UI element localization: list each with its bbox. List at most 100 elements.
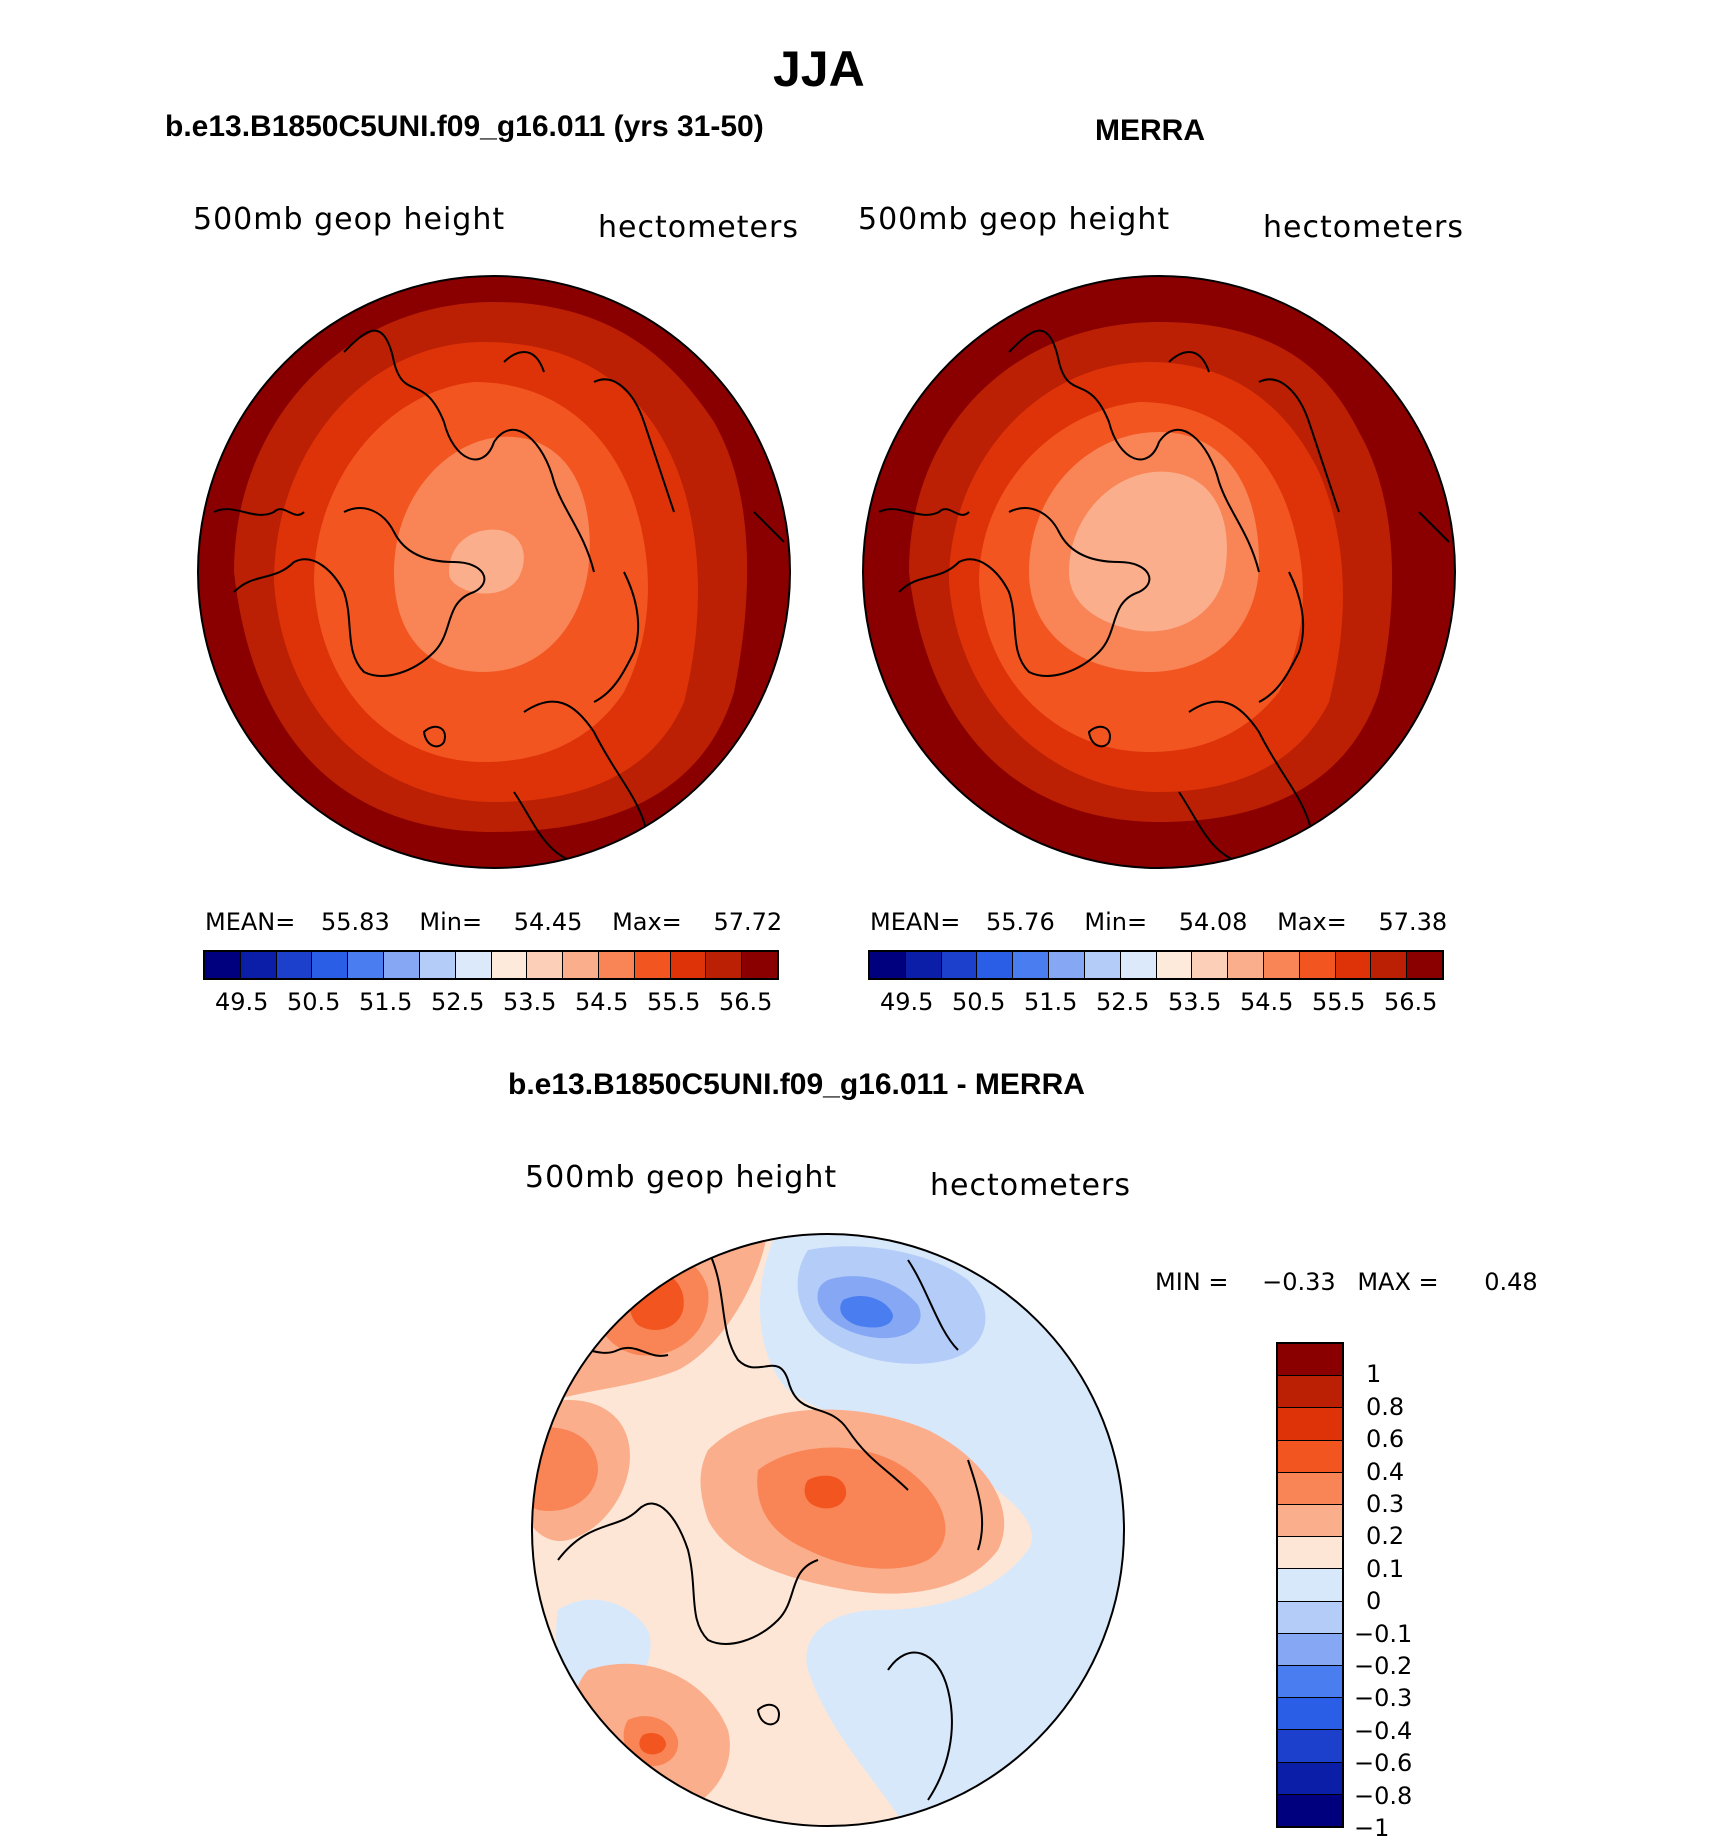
- colorbar-tick-label: 55.5: [647, 988, 701, 1016]
- colorbar-tick-label: 50.5: [952, 988, 1006, 1016]
- colorbar-swatch: [742, 952, 777, 978]
- colorbar-swatch: [240, 952, 277, 978]
- colorbar-tick-label: 0.4: [1366, 1457, 1405, 1486]
- colorbar-tick-label: 52.5: [431, 988, 485, 1016]
- colorbar-swatch: [870, 952, 906, 978]
- model-mean-value: 55.83: [321, 908, 390, 936]
- colorbar-tick-label: 49.5: [215, 988, 269, 1016]
- map-boundary: [197, 275, 791, 869]
- colorbar-swatch: [1120, 952, 1157, 978]
- colorbar-tick-label: 55.5: [1312, 988, 1366, 1016]
- colorbar-swatch: [1084, 952, 1121, 978]
- merra-stats-line: MEAN= 55.76 Min= 54.08 Max= 57.38: [870, 908, 1447, 936]
- merra-polar-map: [862, 275, 1456, 869]
- merra-units-label: hectometers: [1263, 210, 1464, 245]
- colorbar-swatch: [1278, 1601, 1342, 1634]
- colorbar-swatch: [1278, 1666, 1342, 1699]
- diff-min-label: MIN =: [1155, 1268, 1229, 1296]
- colorbar-tick-label: 1: [1366, 1360, 1382, 1389]
- page-title: JJA: [773, 41, 865, 97]
- coastline-outline: [213, 329, 785, 866]
- merra-min-value: 54.08: [1178, 908, 1248, 936]
- colorbar-swatch: [1278, 1569, 1342, 1602]
- diff-max-value: 0.48: [1484, 1268, 1538, 1296]
- colorbar-tick-label: 54.5: [1240, 988, 1294, 1016]
- colorbar-swatch: [1278, 1376, 1342, 1409]
- model-colorbar: [203, 950, 779, 980]
- diff-colorbar: [1276, 1342, 1344, 1828]
- colorbar-swatch: [1192, 952, 1229, 978]
- colorbar-swatch: [312, 952, 349, 978]
- colorbar-tick-label: 51.5: [1024, 988, 1078, 1016]
- colorbar-swatch: [977, 952, 1014, 978]
- colorbar-swatch: [419, 952, 456, 978]
- model-stats-line: MEAN= 55.83 Min= 54.45 Max= 57.72: [205, 908, 782, 936]
- colorbar-swatch: [1278, 1505, 1342, 1538]
- colorbar-swatch: [384, 952, 420, 978]
- colorbar-swatch: [348, 952, 385, 978]
- contour-band-54: [1069, 471, 1227, 632]
- colorbar-tick-label: 51.5: [359, 988, 413, 1016]
- colorbar-swatch: [527, 952, 564, 978]
- colorbar-tick-label: 52.5: [1096, 988, 1150, 1016]
- coastline-outline: [878, 329, 1450, 866]
- colorbar-swatch: [670, 952, 707, 978]
- colorbar-tick-label: −0.4: [1354, 1716, 1413, 1745]
- colorbar-swatch: [1278, 1698, 1342, 1731]
- merra-mean-label: MEAN=: [870, 908, 961, 936]
- colorbar-tick-label: −0.2: [1354, 1652, 1413, 1680]
- model-max-label: Max=: [612, 908, 682, 936]
- colorbar-swatch: [706, 952, 743, 978]
- colorbar-swatch: [1156, 952, 1193, 978]
- colorbar-swatch: [1299, 952, 1336, 978]
- left-panel-title: b.e13.B1850C5UNI.f09_g16.011 (yrs 31-50): [165, 110, 764, 143]
- colorbar-tick-label: −1: [1354, 1814, 1390, 1842]
- colorbar-swatch: [276, 952, 313, 978]
- diff-stats-line: MIN = −0.33 MAX = 0.48: [1155, 1268, 1538, 1296]
- colorbar-swatch: [205, 952, 241, 978]
- colorbar-swatch: [1278, 1472, 1342, 1506]
- contour-band-0.4: [804, 1475, 847, 1509]
- contour-band-0.3: [757, 1447, 946, 1569]
- colorbar-swatch: [491, 952, 528, 978]
- colorbar-swatch: [455, 952, 492, 978]
- contour-band-minus-0.1: [759, 1234, 1124, 1826]
- diff-units-label: hectometers: [930, 1168, 1131, 1203]
- colorbar-tick-label: 56.5: [719, 988, 773, 1016]
- colorbar-swatch: [1407, 952, 1442, 978]
- colorbar-swatch: [1278, 1408, 1342, 1441]
- contour-band-54: [449, 529, 524, 594]
- contour-band-minus-0.4: [840, 1295, 893, 1328]
- colorbar-tick-label: −0.3: [1354, 1684, 1413, 1713]
- model-field-label: 500mb geop height: [193, 202, 506, 237]
- colorbar-tick-label: 0.1: [1366, 1554, 1405, 1583]
- model-max-value: 57.72: [713, 908, 783, 936]
- colorbar-tick-label: −0.1: [1354, 1619, 1413, 1648]
- model-mean-label: MEAN=: [205, 908, 296, 936]
- colorbar-tick-label: 0: [1366, 1587, 1382, 1616]
- colorbar-tick-label: 0.3: [1366, 1490, 1405, 1518]
- colorbar-swatch: [634, 952, 671, 978]
- colorbar-swatch: [1278, 1730, 1342, 1763]
- model-min-value: 54.45: [513, 908, 583, 936]
- colorbar-tick-label: 54.5: [575, 988, 629, 1016]
- model-units-label: hectometers: [598, 210, 799, 245]
- map-boundary: [531, 1233, 1125, 1827]
- colorbar-tick-label: 56.5: [1384, 988, 1438, 1016]
- colorbar-tick-label: 0.6: [1366, 1425, 1405, 1454]
- colorbar-swatch: [1278, 1762, 1342, 1795]
- colorbar-swatch: [563, 952, 599, 978]
- colorbar-swatch: [1263, 952, 1300, 978]
- diff-max-label: MAX =: [1357, 1268, 1439, 1296]
- colorbar-swatch: [941, 952, 978, 978]
- right-panel-title: MERRA: [1095, 114, 1205, 147]
- coastline-outline: [557, 1249, 1109, 1801]
- colorbar-swatch: [1335, 952, 1372, 978]
- merra-mean-value: 55.76: [986, 908, 1055, 936]
- colorbar-swatch: [1278, 1440, 1342, 1473]
- colorbar-swatch: [1228, 952, 1264, 978]
- colorbar-tick-label: −0.6: [1354, 1749, 1413, 1778]
- merra-max-label: Max=: [1277, 908, 1347, 936]
- colorbar-tick-label: 0.2: [1366, 1522, 1405, 1551]
- colorbar-swatch: [1278, 1794, 1342, 1827]
